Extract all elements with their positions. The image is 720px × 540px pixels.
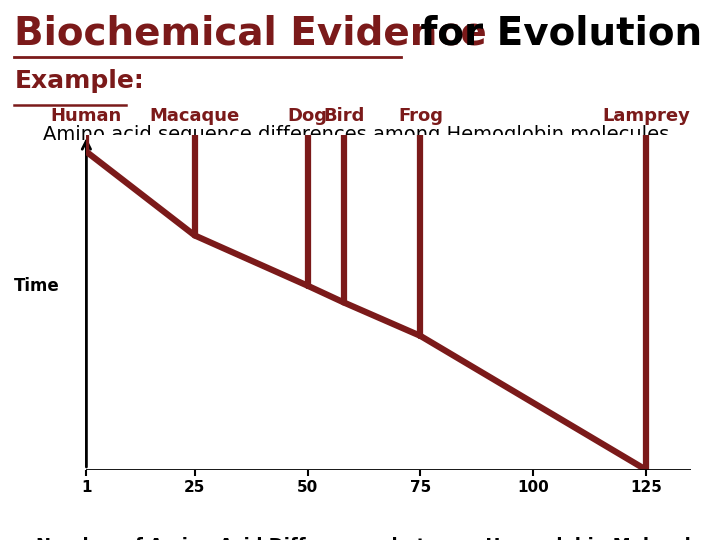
Text: Bird: Bird — [323, 107, 364, 125]
Text: Macaque: Macaque — [150, 107, 240, 125]
Text: Dog: Dog — [287, 107, 328, 125]
Text: for Evolution: for Evolution — [407, 14, 702, 52]
Text: Amino acid sequence differences among Hemoglobin molecules: Amino acid sequence differences among He… — [43, 125, 670, 144]
Text: Lamprey: Lamprey — [602, 107, 690, 125]
Text: Number of Amino Acid Differences between Hemoglobin Molecules: Number of Amino Acid Differences between… — [37, 537, 714, 540]
Text: Example:: Example: — [14, 69, 144, 93]
Text: Frog: Frog — [398, 107, 443, 125]
Text: Human: Human — [51, 107, 122, 125]
Text: Time: Time — [14, 276, 60, 295]
Text: Biochemical Evidence: Biochemical Evidence — [14, 14, 487, 52]
